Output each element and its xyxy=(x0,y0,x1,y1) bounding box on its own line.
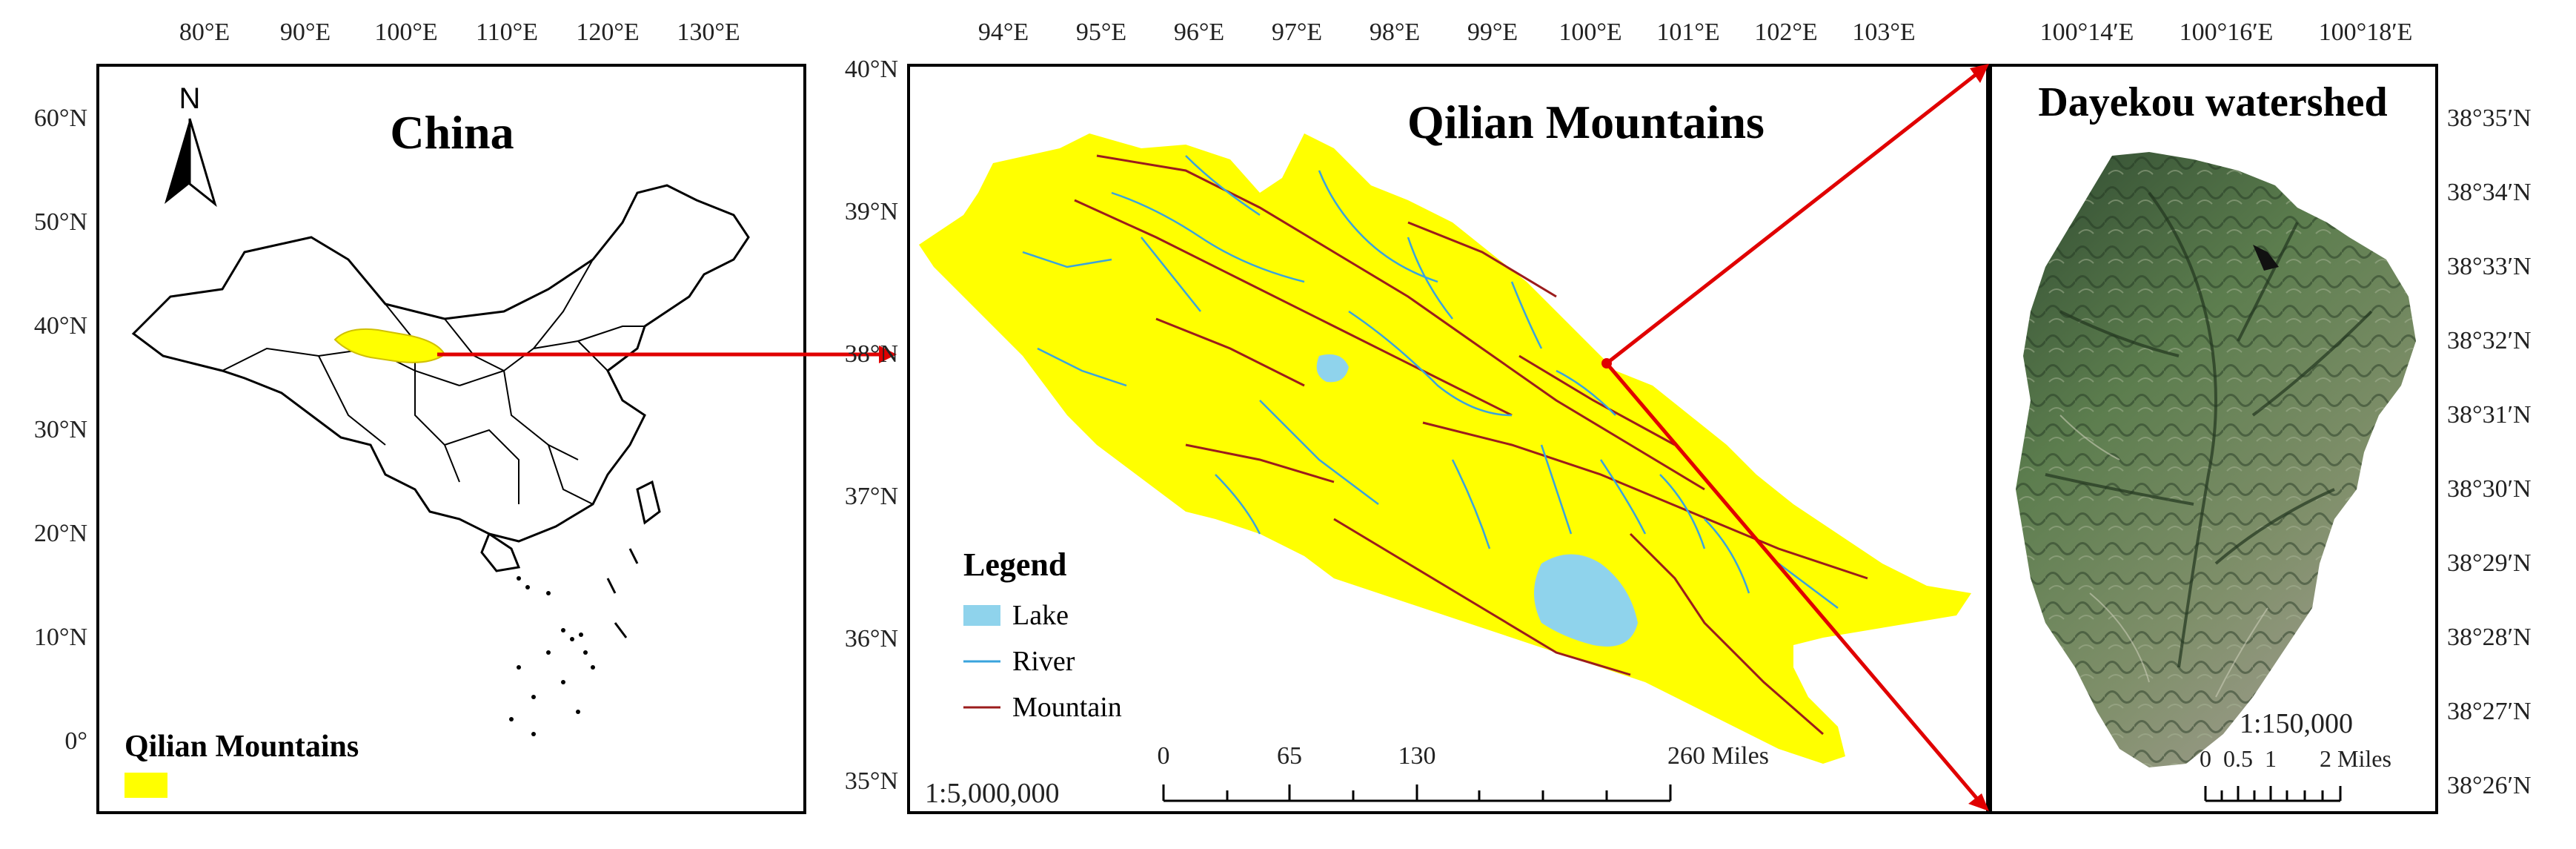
dayekou-watershed xyxy=(2016,152,2416,767)
dayekou-scale-ratio: 1:150,000 xyxy=(2240,708,2353,739)
south-sea-islands xyxy=(509,548,639,736)
lon-tick: 90°E xyxy=(280,19,331,46)
lat-tick: 38°35′N xyxy=(2447,105,2532,132)
lat-tick: 40°N xyxy=(845,56,898,83)
lat-tick: 37°N xyxy=(845,483,898,510)
china-lat-ticks: 60°N 50°N 40°N 30°N 20°N 10°N 0° xyxy=(34,105,87,755)
china-lon-ticks: 80°E 90°E 100°E 110°E 120°E 130°E xyxy=(179,19,740,46)
qilian-title: Qilian Mountains xyxy=(1407,96,1765,148)
qilian-map-frame xyxy=(907,64,1989,814)
north-arrow-icon: N xyxy=(165,82,217,208)
qilian-legend: Legend Lake River Mountain xyxy=(963,546,1122,723)
lat-tick: 38°33′N xyxy=(2447,253,2532,280)
lon-tick: 101°E xyxy=(1656,19,1719,46)
mountain-lines xyxy=(1074,154,1868,736)
lat-tick: 38°32′N xyxy=(2447,327,2532,354)
china-outline xyxy=(131,184,750,572)
lon-tick: 96°E xyxy=(1174,19,1224,46)
lon-tick: 100°E xyxy=(1558,19,1621,46)
legend-title: Legend xyxy=(963,546,1066,583)
legend-item: Mountain xyxy=(1012,692,1122,723)
china-map-frame xyxy=(96,64,806,814)
dayekou-lon-ticks: 100°14′E 100°16′E 100°18′E xyxy=(2040,19,2413,46)
lat-tick: 38°26′N xyxy=(2447,772,2532,799)
legend-item: Lake xyxy=(1012,600,1069,631)
scalebar-label: 0.5 xyxy=(2223,745,2253,772)
scalebar-label: 2 Miles xyxy=(2320,745,2391,772)
scalebar-label: 1 xyxy=(2265,745,2277,772)
lake-qinghai xyxy=(1534,554,1638,647)
legend-item: River xyxy=(1012,646,1075,677)
lon-tick: 99°E xyxy=(1467,19,1518,46)
lon-tick: 100°18′E xyxy=(2319,19,2413,46)
qilian-panel: 94°E 95°E 96°E 97°E 98°E 99°E 100°E 101°… xyxy=(845,19,1989,814)
lat-tick: 40°N xyxy=(34,312,87,340)
lat-tick: 39°N xyxy=(845,198,898,225)
qilian-lon-ticks: 94°E 95°E 96°E 97°E 98°E 99°E 100°E 101°… xyxy=(978,19,1916,46)
china-panel: 80°E 90°E 100°E 110°E 120°E 130°E 60°N 5… xyxy=(34,19,806,814)
lon-tick: 130°E xyxy=(677,19,740,46)
pointer-qilian-to-dayekou xyxy=(1601,64,1989,811)
lon-tick: 97°E xyxy=(1272,19,1322,46)
dayekou-scalebar: 0 0.5 1 2 Miles xyxy=(2200,745,2391,802)
lat-tick: 20°N xyxy=(34,520,87,547)
qilian-scalebar: 0 65 130 260 Miles xyxy=(1158,742,1769,802)
dayekou-panel: 100°14′E 100°16′E 100°18′E 38°35′N 38°34… xyxy=(1989,19,2532,814)
lat-tick: 38°27′N xyxy=(2447,698,2532,725)
north-arrow-label: N xyxy=(179,82,201,115)
lat-tick: 10°N xyxy=(34,624,87,651)
river-lines xyxy=(1022,155,1839,609)
qilian-lat-ticks: 40°N 39°N 38°N 37°N 36°N 35°N xyxy=(845,56,898,795)
lon-tick: 98°E xyxy=(1370,19,1420,46)
lon-tick: 100°E xyxy=(374,19,437,46)
legend-lake-swatch xyxy=(963,605,1000,626)
lon-tick: 102°E xyxy=(1754,19,1817,46)
lat-tick: 38°N xyxy=(845,340,898,368)
china-legend-label: Qilian Mountains xyxy=(125,730,359,764)
lat-tick: 38°28′N xyxy=(2447,624,2532,651)
lat-tick: 0° xyxy=(64,727,87,755)
qilian-region xyxy=(919,133,1971,764)
lat-tick: 36°N xyxy=(845,625,898,653)
lat-tick: 38°34′N xyxy=(2447,179,2532,206)
lon-tick: 94°E xyxy=(978,19,1029,46)
dayekou-lat-ticks: 38°35′N 38°34′N 38°33′N 38°32′N 38°31′N … xyxy=(2447,105,2532,799)
lat-tick: 35°N xyxy=(845,767,898,795)
lon-tick: 80°E xyxy=(179,19,230,46)
qilian-scale-ratio: 1:5,000,000 xyxy=(925,778,1060,809)
dayekou-map-frame xyxy=(1989,64,2438,814)
scalebar-label: 0 xyxy=(2200,745,2211,772)
lon-tick: 103°E xyxy=(1852,19,1915,46)
lon-tick: 110°E xyxy=(476,19,538,46)
lat-tick: 50°N xyxy=(34,208,87,236)
scalebar-label: 65 xyxy=(1277,742,1302,770)
lat-tick: 30°N xyxy=(34,416,87,443)
lat-tick: 38°31′N xyxy=(2447,401,2532,429)
lat-tick: 38°29′N xyxy=(2447,549,2532,577)
lake-small xyxy=(1316,354,1349,383)
scalebar-label: 0 xyxy=(1158,742,1170,770)
dayekou-title: Dayekou watershed xyxy=(2038,79,2387,125)
china-legend-swatch xyxy=(125,773,167,798)
lon-tick: 100°14′E xyxy=(2040,19,2134,46)
pointer-china-to-qilian xyxy=(437,346,897,363)
lon-tick: 120°E xyxy=(576,19,639,46)
lon-tick: 95°E xyxy=(1076,19,1126,46)
lat-tick: 38°30′N xyxy=(2447,475,2532,503)
lat-tick: 60°N xyxy=(34,105,87,132)
lon-tick: 100°16′E xyxy=(2180,19,2274,46)
scalebar-label: 260 Miles xyxy=(1667,742,1769,770)
china-title: China xyxy=(390,106,514,159)
scalebar-label: 130 xyxy=(1398,742,1436,770)
